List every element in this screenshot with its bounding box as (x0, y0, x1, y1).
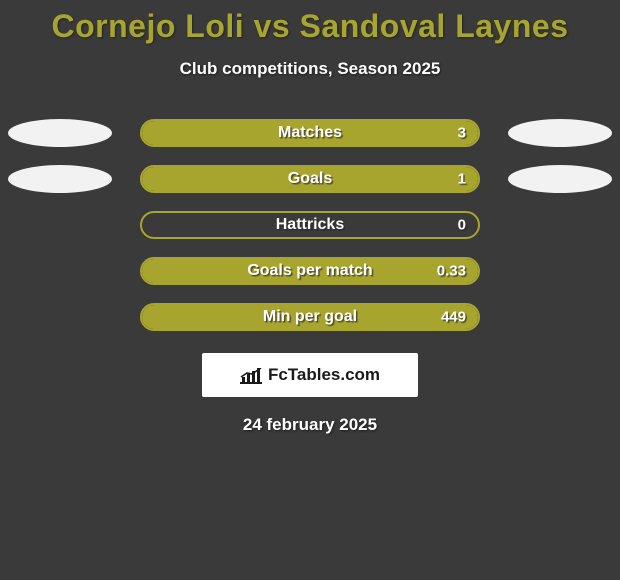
date-label: 24 february 2025 (243, 415, 377, 435)
bar-chart-icon (240, 366, 262, 384)
stat-label: Matches (278, 124, 342, 142)
stat-bar: Hattricks 0 (140, 211, 480, 239)
player-left-marker (8, 165, 112, 193)
player-right-marker (508, 165, 612, 193)
logo-text: FcTables.com (268, 365, 380, 385)
stat-value: 0 (458, 217, 466, 234)
stat-bar: Min per goal 449 (140, 303, 480, 331)
stat-row: Matches 3 (0, 119, 620, 147)
stat-row: Hattricks 0 (0, 211, 620, 239)
stat-row: Goals 1 (0, 165, 620, 193)
stat-bar: Matches 3 (140, 119, 480, 147)
stat-bar: Goals 1 (140, 165, 480, 193)
stat-row: Min per goal 449 (0, 303, 620, 331)
stat-bar: Goals per match 0.33 (140, 257, 480, 285)
stat-label: Hattricks (276, 216, 344, 234)
stat-label: Goals (288, 170, 332, 188)
infographic-container: Cornejo Loli vs Sandoval Laynes Club com… (0, 0, 620, 435)
player-right-marker (508, 119, 612, 147)
stat-row: Goals per match 0.33 (0, 257, 620, 285)
page-subtitle: Club competitions, Season 2025 (180, 59, 441, 79)
stat-value: 449 (441, 309, 466, 326)
stats-list: Matches 3 Goals 1 Hattricks 0 Goals per match 0… (0, 119, 620, 331)
stat-value: 3 (458, 125, 466, 142)
stat-label: Goals per match (247, 262, 372, 280)
player-left-marker (8, 119, 112, 147)
logo-badge: FcTables.com (202, 353, 418, 397)
stat-value: 1 (458, 171, 466, 188)
stat-label: Min per goal (263, 308, 357, 326)
stat-value: 0.33 (437, 263, 466, 280)
page-title: Cornejo Loli vs Sandoval Laynes (52, 8, 569, 45)
